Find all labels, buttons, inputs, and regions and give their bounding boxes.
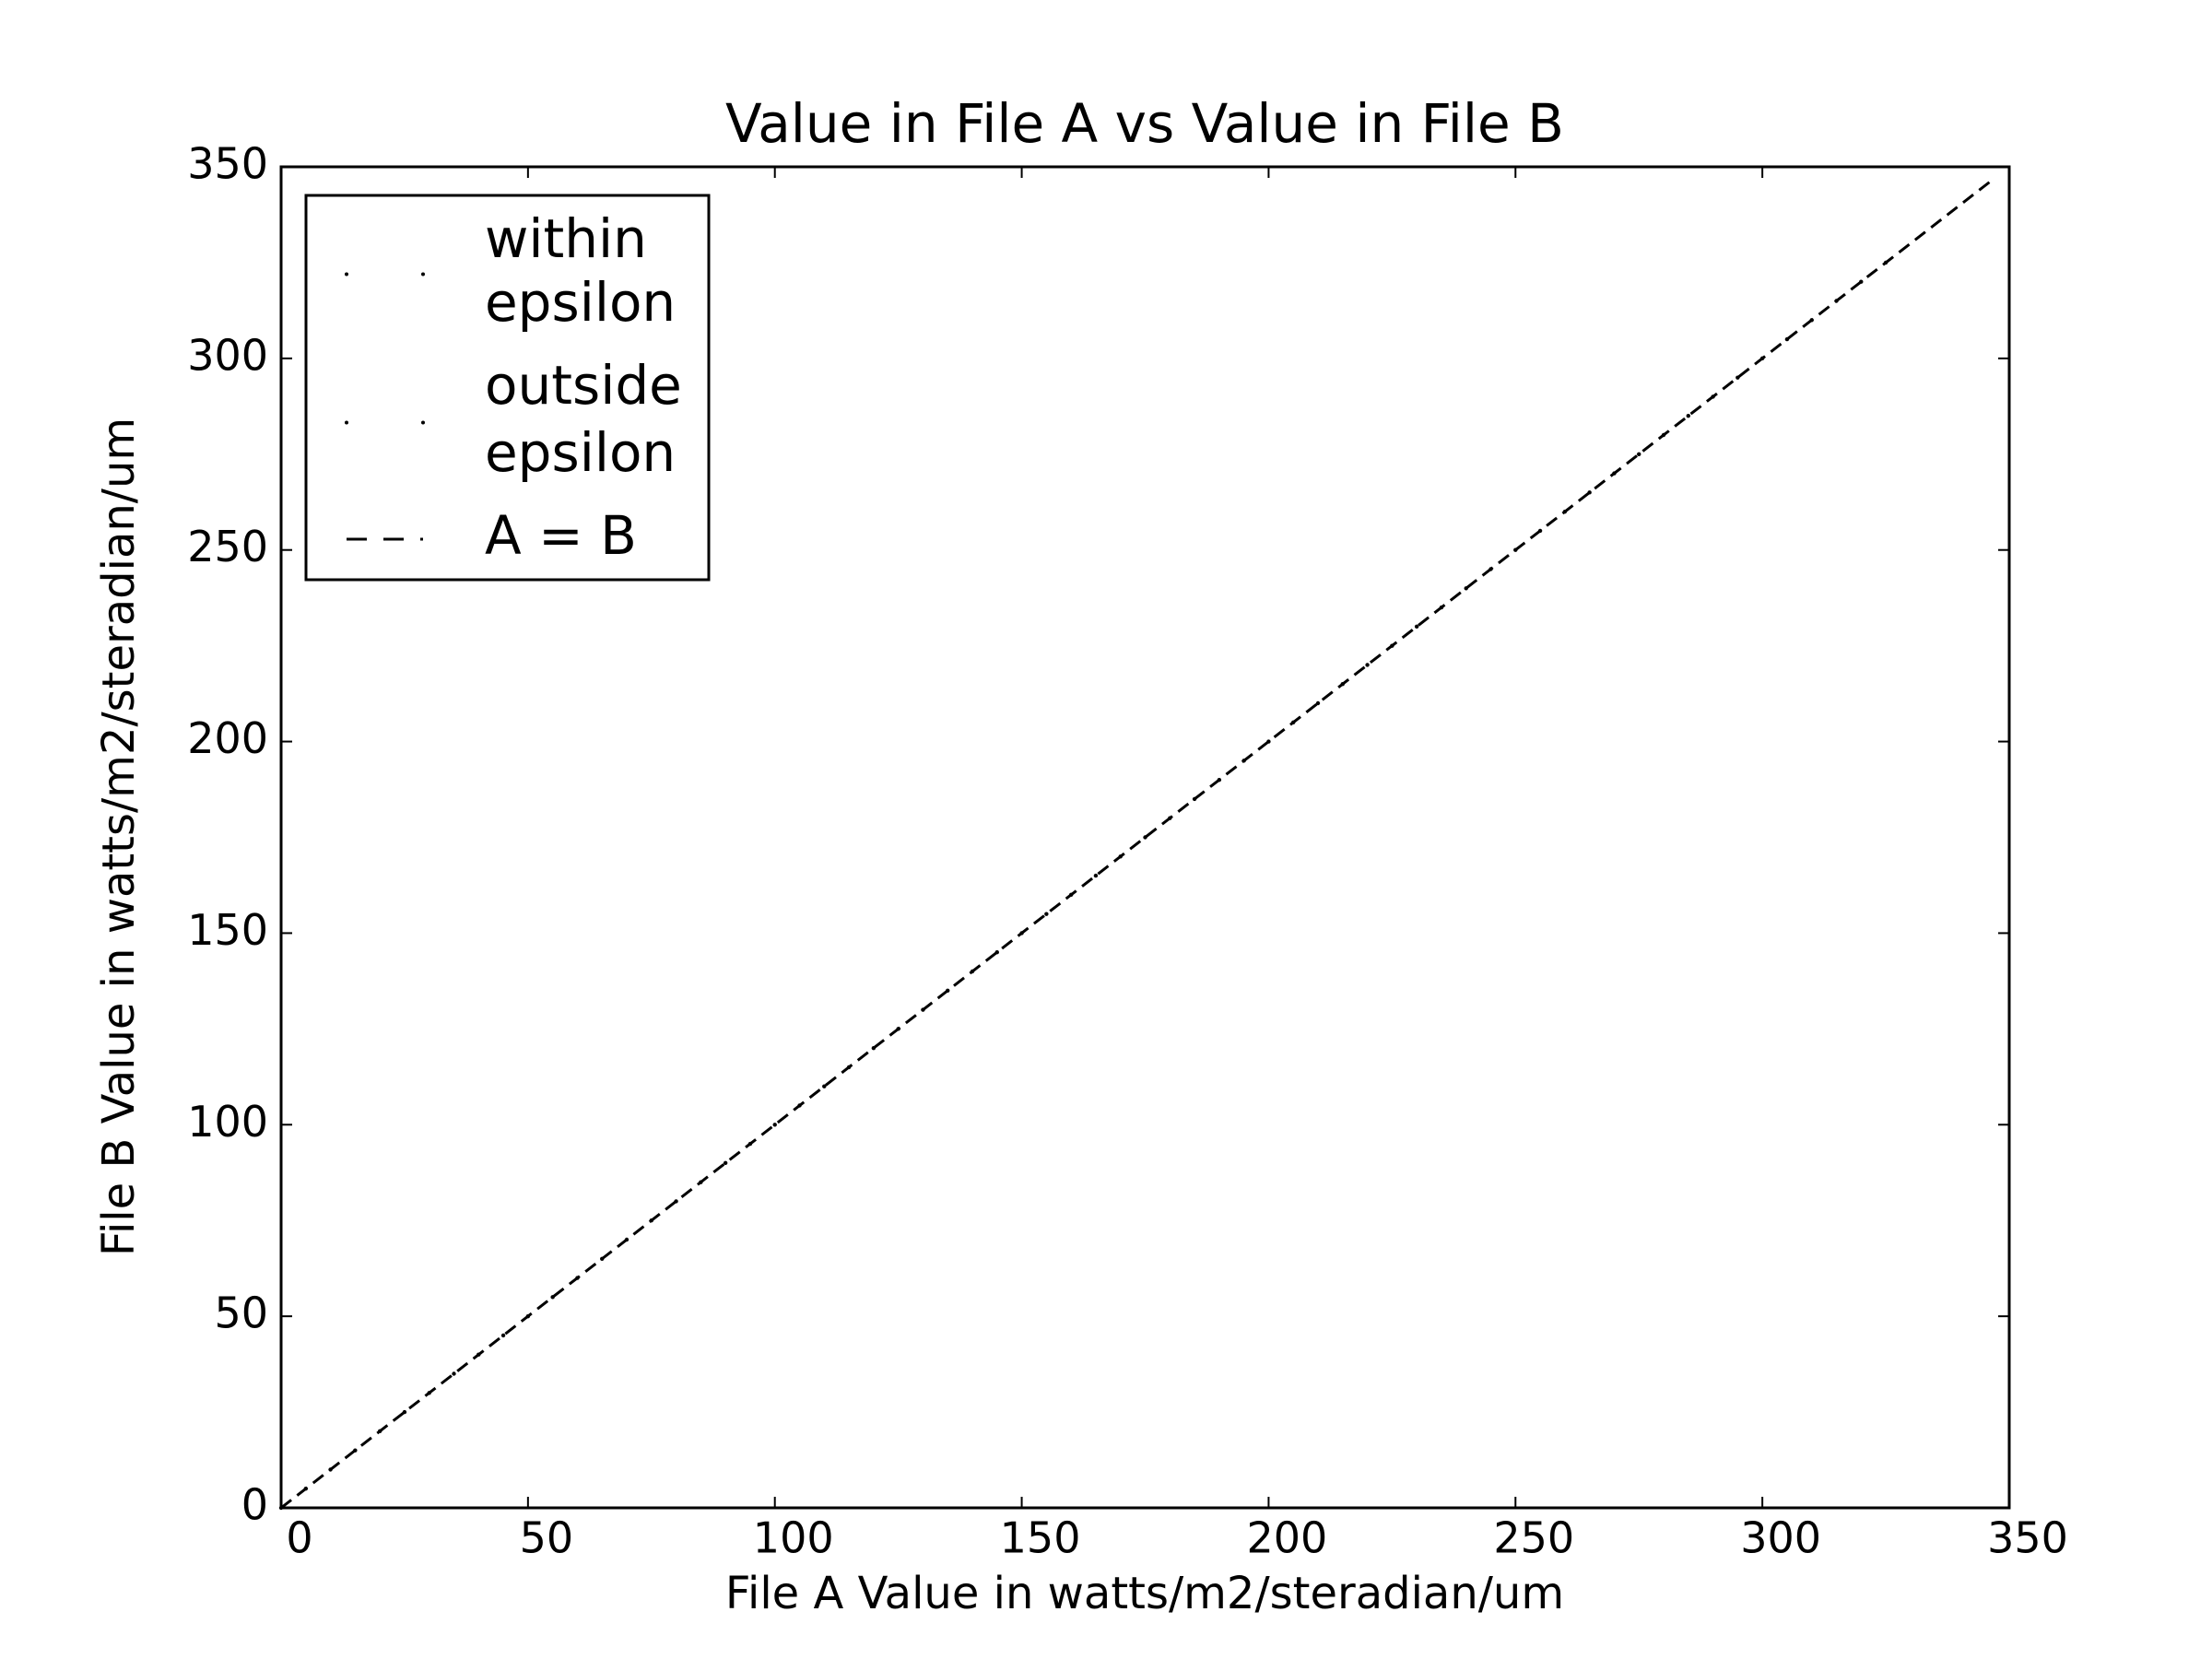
x-axis-label: File A Value in watts/m2/steradian/um bbox=[725, 1568, 1564, 1619]
plot-frame bbox=[279, 165, 2011, 1510]
x-tick-label: 100 bbox=[753, 1513, 834, 1563]
x-tick-label: 200 bbox=[1247, 1513, 1328, 1563]
y-tick-label: 0 bbox=[241, 1480, 268, 1530]
legend-label: A = B bbox=[485, 504, 637, 567]
legend-swatch bbox=[421, 420, 425, 425]
point bbox=[1365, 663, 1370, 667]
point bbox=[1315, 700, 1321, 706]
point bbox=[500, 1333, 506, 1338]
point bbox=[1414, 624, 1419, 629]
point bbox=[723, 1160, 728, 1166]
y-tick-label: 350 bbox=[187, 139, 268, 189]
legend-swatch bbox=[345, 272, 348, 276]
x-tick-label: 150 bbox=[1000, 1513, 1081, 1563]
x-tick-label: 0 bbox=[286, 1513, 312, 1563]
point bbox=[1093, 873, 1099, 878]
x-tick-label: 250 bbox=[1493, 1513, 1574, 1563]
y-tick-label: 250 bbox=[187, 522, 268, 571]
legend-swatch bbox=[421, 272, 425, 276]
point bbox=[1044, 912, 1049, 916]
y-tick-label: 100 bbox=[187, 1097, 268, 1147]
x-tick-label: 350 bbox=[1987, 1513, 2068, 1563]
point bbox=[1637, 452, 1641, 456]
y-tick-label: 150 bbox=[187, 905, 268, 955]
legend-swatch bbox=[345, 420, 348, 425]
y-axis-label: File B Value in watts/m2/steradian/um bbox=[93, 418, 145, 1256]
x-tick-label: 50 bbox=[520, 1513, 574, 1563]
legend: within epsilon outside epsilon A = B bbox=[304, 194, 711, 582]
y-tick-label: 200 bbox=[187, 713, 268, 763]
legend-label: outside epsilon bbox=[485, 354, 682, 484]
point bbox=[1686, 414, 1690, 418]
x-tick-label: 300 bbox=[1740, 1513, 1821, 1563]
point bbox=[822, 1084, 827, 1088]
y-tick-label: 300 bbox=[187, 330, 268, 380]
y-tick-label: 50 bbox=[214, 1288, 268, 1338]
reference-line bbox=[280, 177, 1995, 1510]
point bbox=[1735, 375, 1740, 380]
point bbox=[772, 1123, 777, 1127]
legend-box bbox=[304, 194, 711, 582]
chart-title: Value in File A vs Value in File B bbox=[725, 92, 1564, 155]
point bbox=[452, 1371, 456, 1376]
legend-label: within epsilon bbox=[485, 207, 676, 334]
